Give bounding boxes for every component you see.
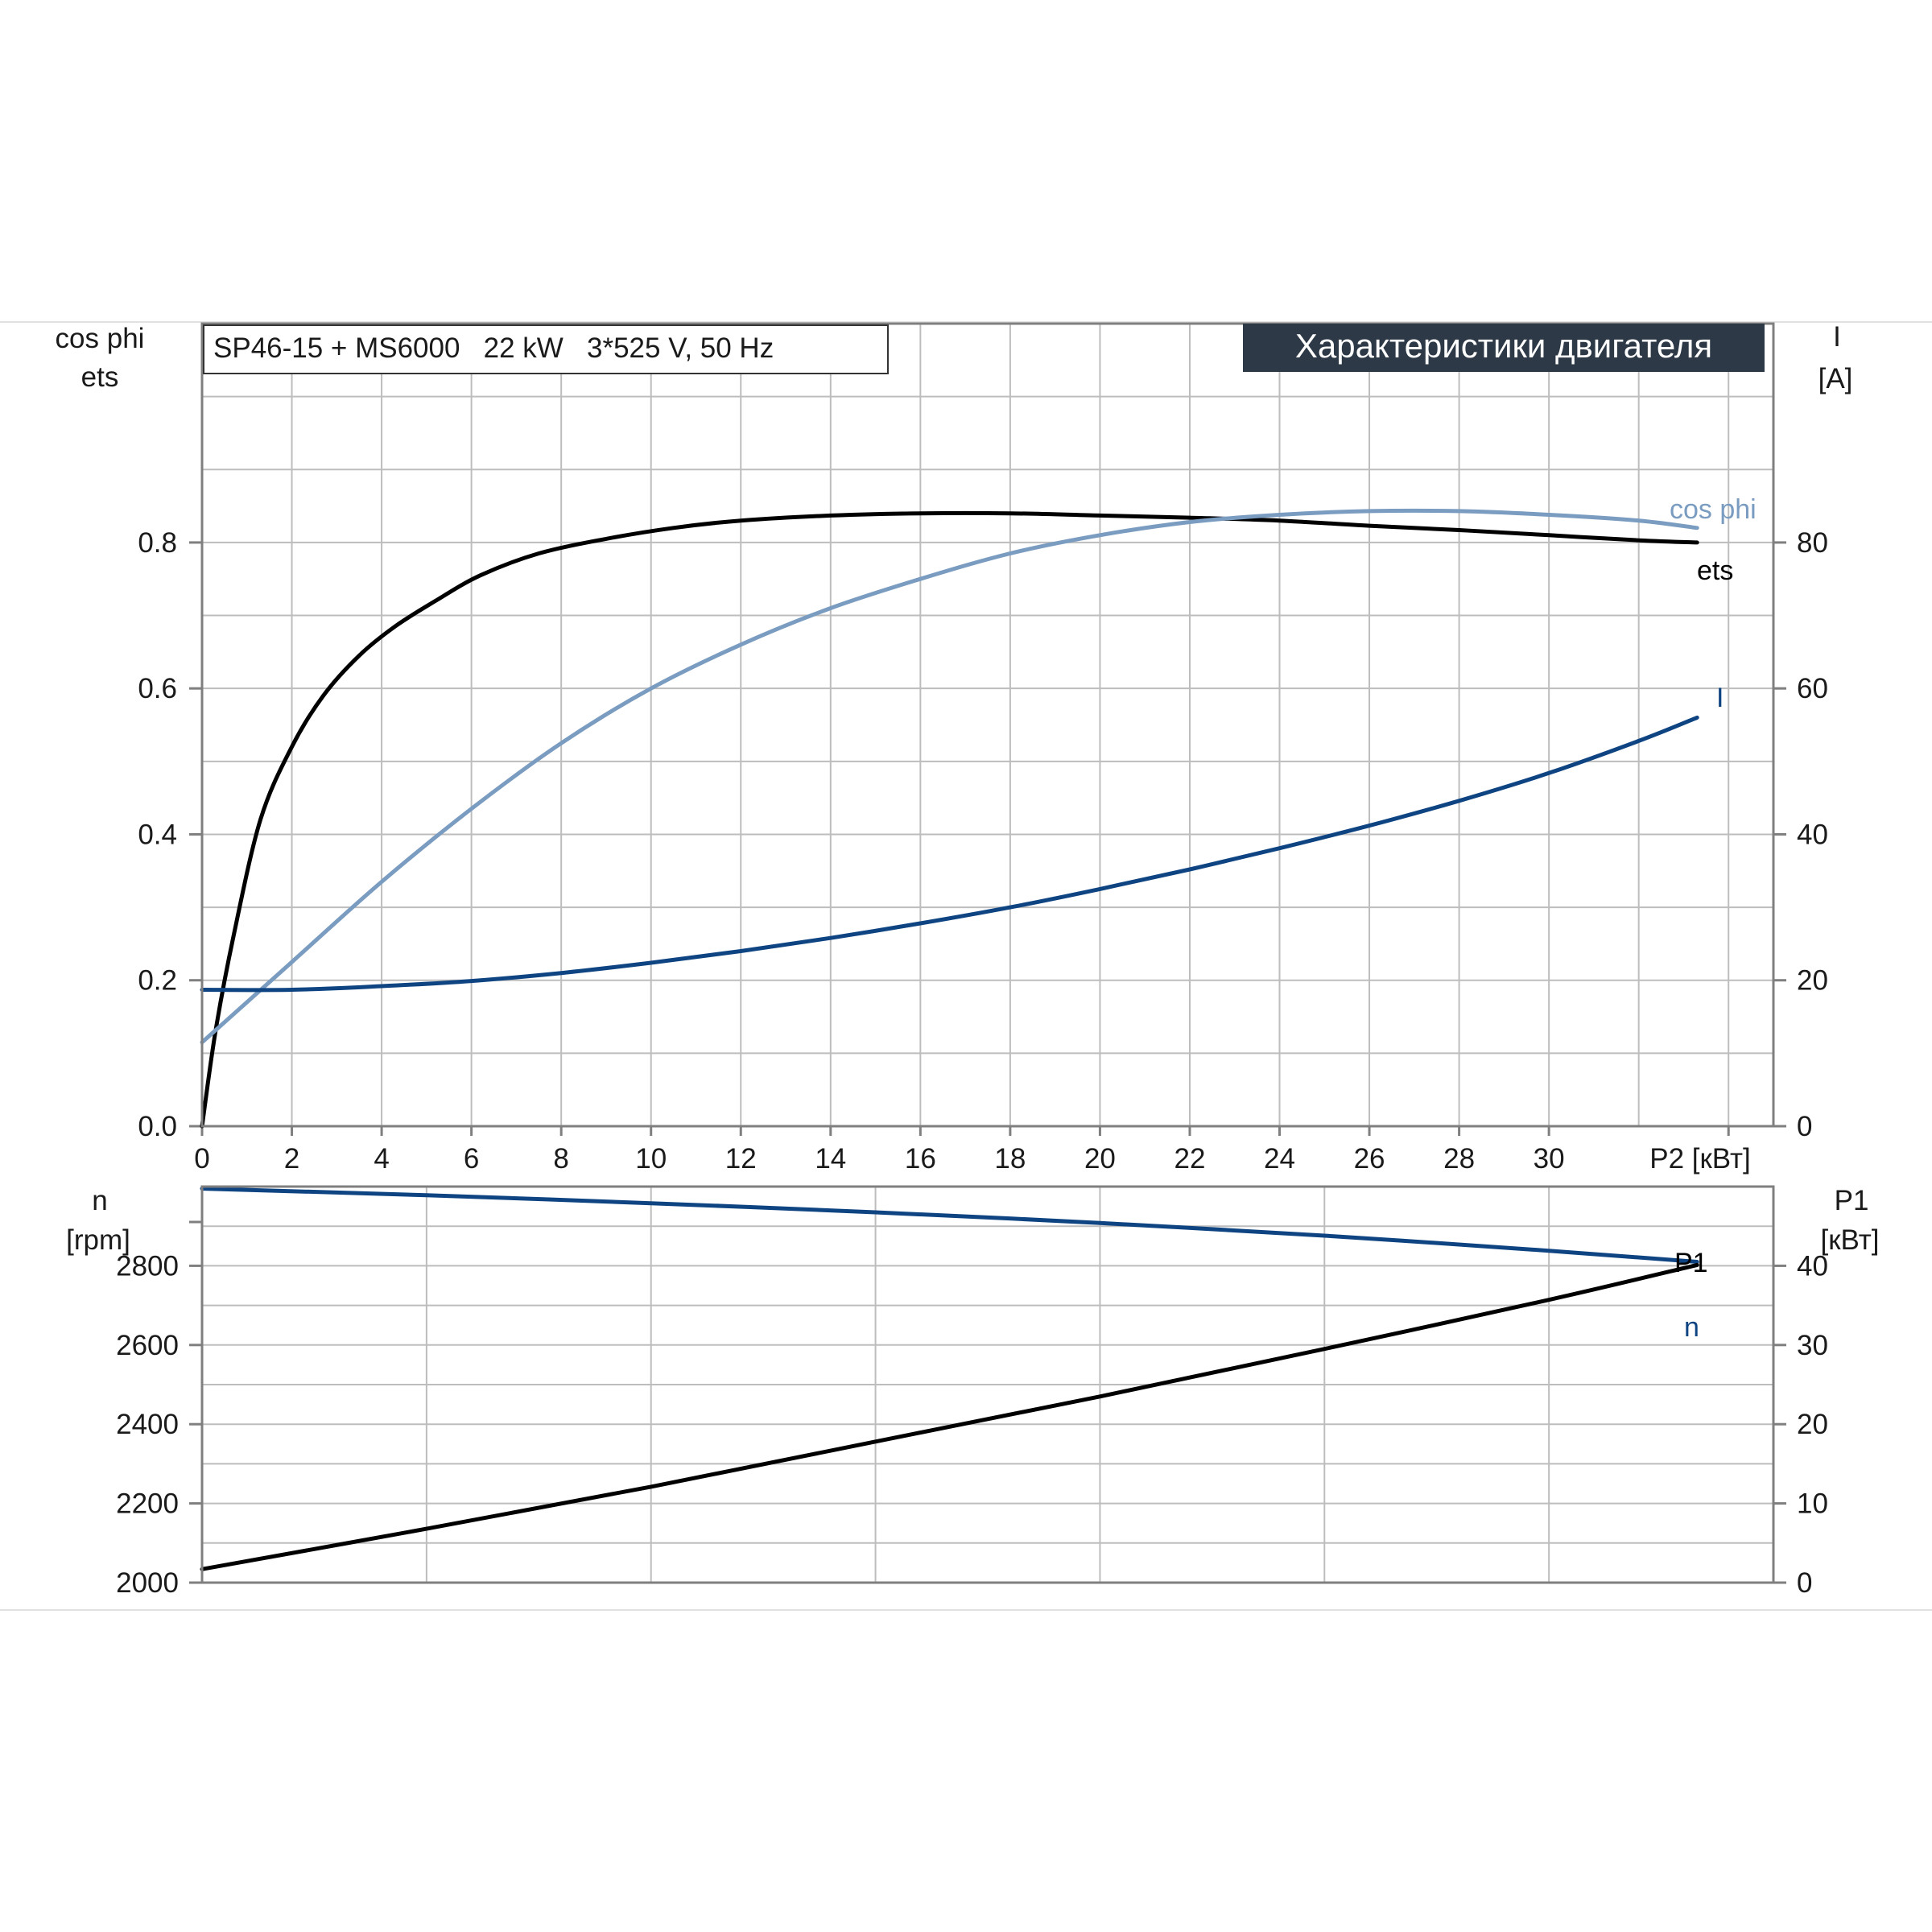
x-tick-label: 0 xyxy=(194,1143,209,1174)
x-tick-label: 20 xyxy=(1084,1143,1116,1174)
x-tick-label: 26 xyxy=(1354,1143,1385,1174)
bottom-plot-frame xyxy=(200,1185,1775,1584)
series-line-p1 xyxy=(200,1262,1699,1571)
series-line-n xyxy=(200,1187,1699,1264)
y-right-label-p1: P1 xyxy=(1835,1185,1869,1216)
bottom-y-left-tick-label: 2800 xyxy=(116,1250,179,1282)
x-axis-label: P2 [кВт] xyxy=(1649,1143,1751,1174)
y-right-tick-label: 40 xyxy=(1797,819,1828,850)
series-label-p1: P1 xyxy=(1674,1248,1708,1278)
chart-subtitle: SP46-15 + MS6000 22 kW 3*525 V, 50 Hz xyxy=(213,332,774,364)
y-right-tick-label: 60 xyxy=(1797,673,1828,704)
x-tick-label: 14 xyxy=(815,1143,846,1174)
y-left-label-ets: ets xyxy=(81,361,119,393)
bottom-y-right-tick-label: 40 xyxy=(1797,1250,1828,1282)
y-left-tick-label: 0.6 xyxy=(138,673,177,704)
y-right-tick-label: 80 xyxy=(1797,527,1828,559)
x-tick-label: 16 xyxy=(905,1143,936,1174)
y-right-tick-label: 0 xyxy=(1797,1111,1812,1142)
y-left-tick-label: 0.2 xyxy=(138,965,177,997)
y-right-label-unit-kw: [кВт] xyxy=(1821,1224,1880,1256)
series-label-n: n xyxy=(1684,1312,1699,1343)
bottom-y-right-tick-label: 10 xyxy=(1797,1488,1828,1520)
top-plot-frame xyxy=(200,322,1775,1128)
y-left-tick-label: 0.0 xyxy=(138,1111,177,1142)
bottom-y-right-tick-label: 30 xyxy=(1797,1330,1828,1361)
x-tick-label: 22 xyxy=(1174,1143,1206,1174)
top-plot-grid xyxy=(202,324,1773,1126)
series-label-i: I xyxy=(1716,683,1724,713)
x-tick-label: 24 xyxy=(1264,1143,1295,1174)
x-tick-label: 6 xyxy=(464,1143,479,1174)
series-line-i xyxy=(200,715,1699,993)
title-badge xyxy=(1243,324,1765,372)
y-left-label-n: n xyxy=(92,1185,107,1216)
x-tick-label: 30 xyxy=(1534,1143,1565,1174)
y-left-tick-label: 0.4 xyxy=(138,819,177,850)
bottom-y-left-tick-label: 2000 xyxy=(116,1567,179,1599)
y-right-label-unit-a: [A] xyxy=(1818,363,1853,394)
subtitle-box xyxy=(203,324,889,374)
bottom-y-left-tick-label: 2400 xyxy=(116,1409,179,1440)
x-tick-label: 28 xyxy=(1443,1143,1475,1174)
series-label-cosphi: cos phi xyxy=(1670,494,1757,525)
chart-title: Характеристики двигателя xyxy=(1295,327,1712,365)
y-left-label-rpm: [rpm] xyxy=(66,1224,130,1256)
y-right-tick-label: 20 xyxy=(1797,965,1828,997)
x-tick-label: 10 xyxy=(635,1143,667,1174)
bottom-y-left-tick-label: 2600 xyxy=(116,1330,179,1361)
bottom-plot-ticks: 2000 2200 2400 2600 2800 0 10 20 30 40 xyxy=(116,1220,1828,1599)
y-left-label-cosphi: cos phi xyxy=(56,323,145,354)
series-curves xyxy=(200,508,1699,1571)
bottom-y-right-tick-label: 20 xyxy=(1797,1409,1828,1440)
bottom-y-right-tick-label: 0 xyxy=(1797,1567,1812,1599)
y-right-label-i: I xyxy=(1833,321,1841,353)
x-tick-label: 2 xyxy=(284,1143,299,1174)
bottom-y-left-tick-label: 2200 xyxy=(116,1488,179,1520)
y-left-tick-label: 0.8 xyxy=(138,527,177,559)
x-tick-label: 8 xyxy=(553,1143,568,1174)
x-tick-label: 4 xyxy=(374,1143,389,1174)
x-tick-label: 18 xyxy=(994,1143,1026,1174)
x-tick-label: 12 xyxy=(725,1143,757,1174)
series-line-ets xyxy=(200,510,1699,1129)
bottom-plot-grid xyxy=(202,1187,1773,1583)
series-label-ets: ets xyxy=(1697,555,1733,586)
top-plot-ticks: 0 2 4 6 8 10 12 14 16 18 20 22 24 26 28 300.00.20.40.60… xyxy=(138,527,1828,1174)
series-line-cos-phi xyxy=(200,508,1699,1045)
